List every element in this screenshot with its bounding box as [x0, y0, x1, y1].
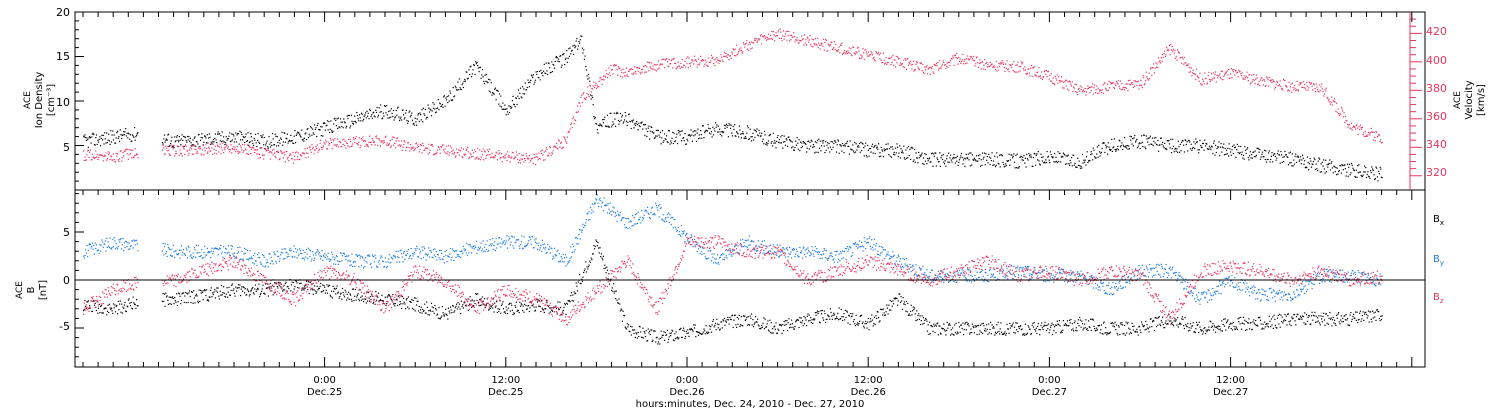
ylabel-left-ace: ACE	[23, 91, 33, 109]
ytick-right-320: 320	[1426, 166, 1447, 179]
ytick-left-15: 15	[56, 50, 70, 63]
top-panel-data	[83, 28, 1383, 182]
xtick-date-2: Dec.26	[669, 387, 704, 398]
xtick-date-3: Dec.26	[851, 387, 886, 398]
series-By	[83, 194, 1383, 305]
legend-bx: Bx	[1433, 214, 1444, 227]
ylabel-b-ace: ACE	[15, 281, 25, 299]
legend-bz: Bz	[1433, 292, 1444, 305]
ytick-left-10: 10	[56, 96, 70, 109]
top-left-axis: 20 15 10 5	[56, 6, 84, 358]
ytick-right-380: 380	[1426, 82, 1447, 95]
xtick-date-0: Dec.25	[307, 387, 342, 398]
x-axis: 0:00Dec.2512:00Dec.250:00Dec.2612:00Dec.…	[82, 12, 1413, 398]
ylabel-right-velocity: Velocity	[1464, 80, 1475, 119]
xtick-time-1: 12:00	[491, 375, 520, 386]
ytick-right-340: 340	[1426, 138, 1447, 151]
ylabel-right-units: [km/s]	[1476, 84, 1487, 116]
ytick-right-360: 360	[1426, 110, 1447, 123]
series-density	[83, 35, 1383, 182]
ylabel-right-ace: ACE	[1453, 91, 1463, 109]
ytick-b-5: 5	[63, 226, 70, 239]
ytick-left-20: 20	[56, 6, 70, 19]
xtick-time-4: 0:00	[1038, 375, 1060, 386]
ylabel-b-b: B	[26, 286, 37, 293]
legend: Bx By Bz	[1433, 214, 1444, 305]
xtick-time-2: 0:00	[676, 375, 698, 386]
ytick-b-0: 0	[63, 274, 70, 287]
xtick-date-4: Dec.27	[1032, 387, 1067, 398]
ylabel-left-density: Ion Density	[34, 72, 45, 129]
legend-by: By	[1433, 254, 1444, 267]
xtick-time-3: 12:00	[854, 375, 883, 386]
ytick-b-neg5: -5	[59, 320, 70, 333]
ytick-right-420: 420	[1426, 25, 1447, 38]
xtick-time-0: 0:00	[313, 375, 335, 386]
bottom-panel-frame	[74, 189, 1426, 368]
series-Bz	[83, 234, 1383, 326]
top-left-ylabel: ACE Ion Density [cm⁻³]	[23, 72, 57, 129]
bottom-panel-data	[83, 194, 1383, 345]
bottom-left-axis: 5 0 -5	[59, 226, 70, 333]
ytick-right-400: 400	[1426, 54, 1447, 67]
xtick-date-5: Dec.27	[1213, 387, 1248, 398]
ylabel-left-units: [cm⁻³]	[46, 84, 57, 116]
ytick-left-5: 5	[63, 141, 70, 154]
top-panel-frame	[74, 11, 1426, 191]
top-right-axis: 420 400 380 360 340 320	[1409, 12, 1447, 190]
top-right-ylabel: ACE Velocity [km/s]	[1453, 80, 1487, 119]
series-velocity	[83, 28, 1383, 166]
x-axis-label: hours:minutes, Dec. 24, 2010 - Dec. 27, …	[636, 399, 865, 410]
ylabel-b-units: [nT]	[38, 280, 49, 300]
bottom-left-ylabel: ACE B [nT]	[15, 280, 49, 300]
xtick-date-1: Dec.25	[488, 387, 523, 398]
xtick-time-5: 12:00	[1216, 375, 1245, 386]
